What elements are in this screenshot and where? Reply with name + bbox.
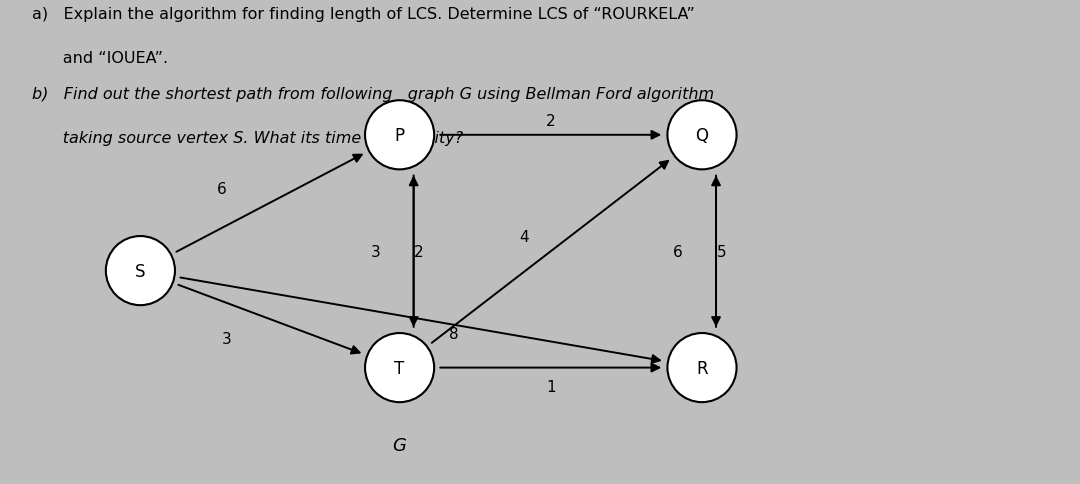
- Text: R: R: [697, 359, 707, 377]
- Ellipse shape: [667, 101, 737, 170]
- Ellipse shape: [365, 333, 434, 402]
- Text: 2: 2: [415, 244, 423, 259]
- Text: 6: 6: [216, 182, 227, 196]
- Text: Q: Q: [696, 126, 708, 145]
- Text: 2: 2: [546, 114, 555, 128]
- Text: a)   Explain the algorithm for finding length of LCS. Determine LCS of “ROURKELA: a) Explain the algorithm for finding len…: [32, 7, 696, 22]
- Text: 6: 6: [673, 244, 684, 259]
- Text: S: S: [135, 262, 146, 280]
- Ellipse shape: [365, 101, 434, 170]
- Text: G: G: [393, 436, 406, 454]
- Text: 1: 1: [546, 380, 555, 394]
- Text: 5: 5: [717, 244, 726, 259]
- Text: taking source vertex S. What its time complexity?: taking source vertex S. What its time co…: [32, 131, 463, 146]
- Text: 4: 4: [519, 230, 528, 244]
- Text: 3: 3: [370, 244, 381, 259]
- Ellipse shape: [106, 237, 175, 305]
- Text: 8: 8: [449, 327, 458, 341]
- Text: and “IOUEA”.: and “IOUEA”.: [32, 51, 168, 66]
- Text: T: T: [394, 359, 405, 377]
- Text: b)   Find out the shortest path from following   graph G using Bellman Ford algo: b) Find out the shortest path from follo…: [32, 87, 715, 102]
- Ellipse shape: [667, 333, 737, 402]
- Text: P: P: [394, 126, 405, 145]
- Text: 3: 3: [221, 332, 232, 346]
